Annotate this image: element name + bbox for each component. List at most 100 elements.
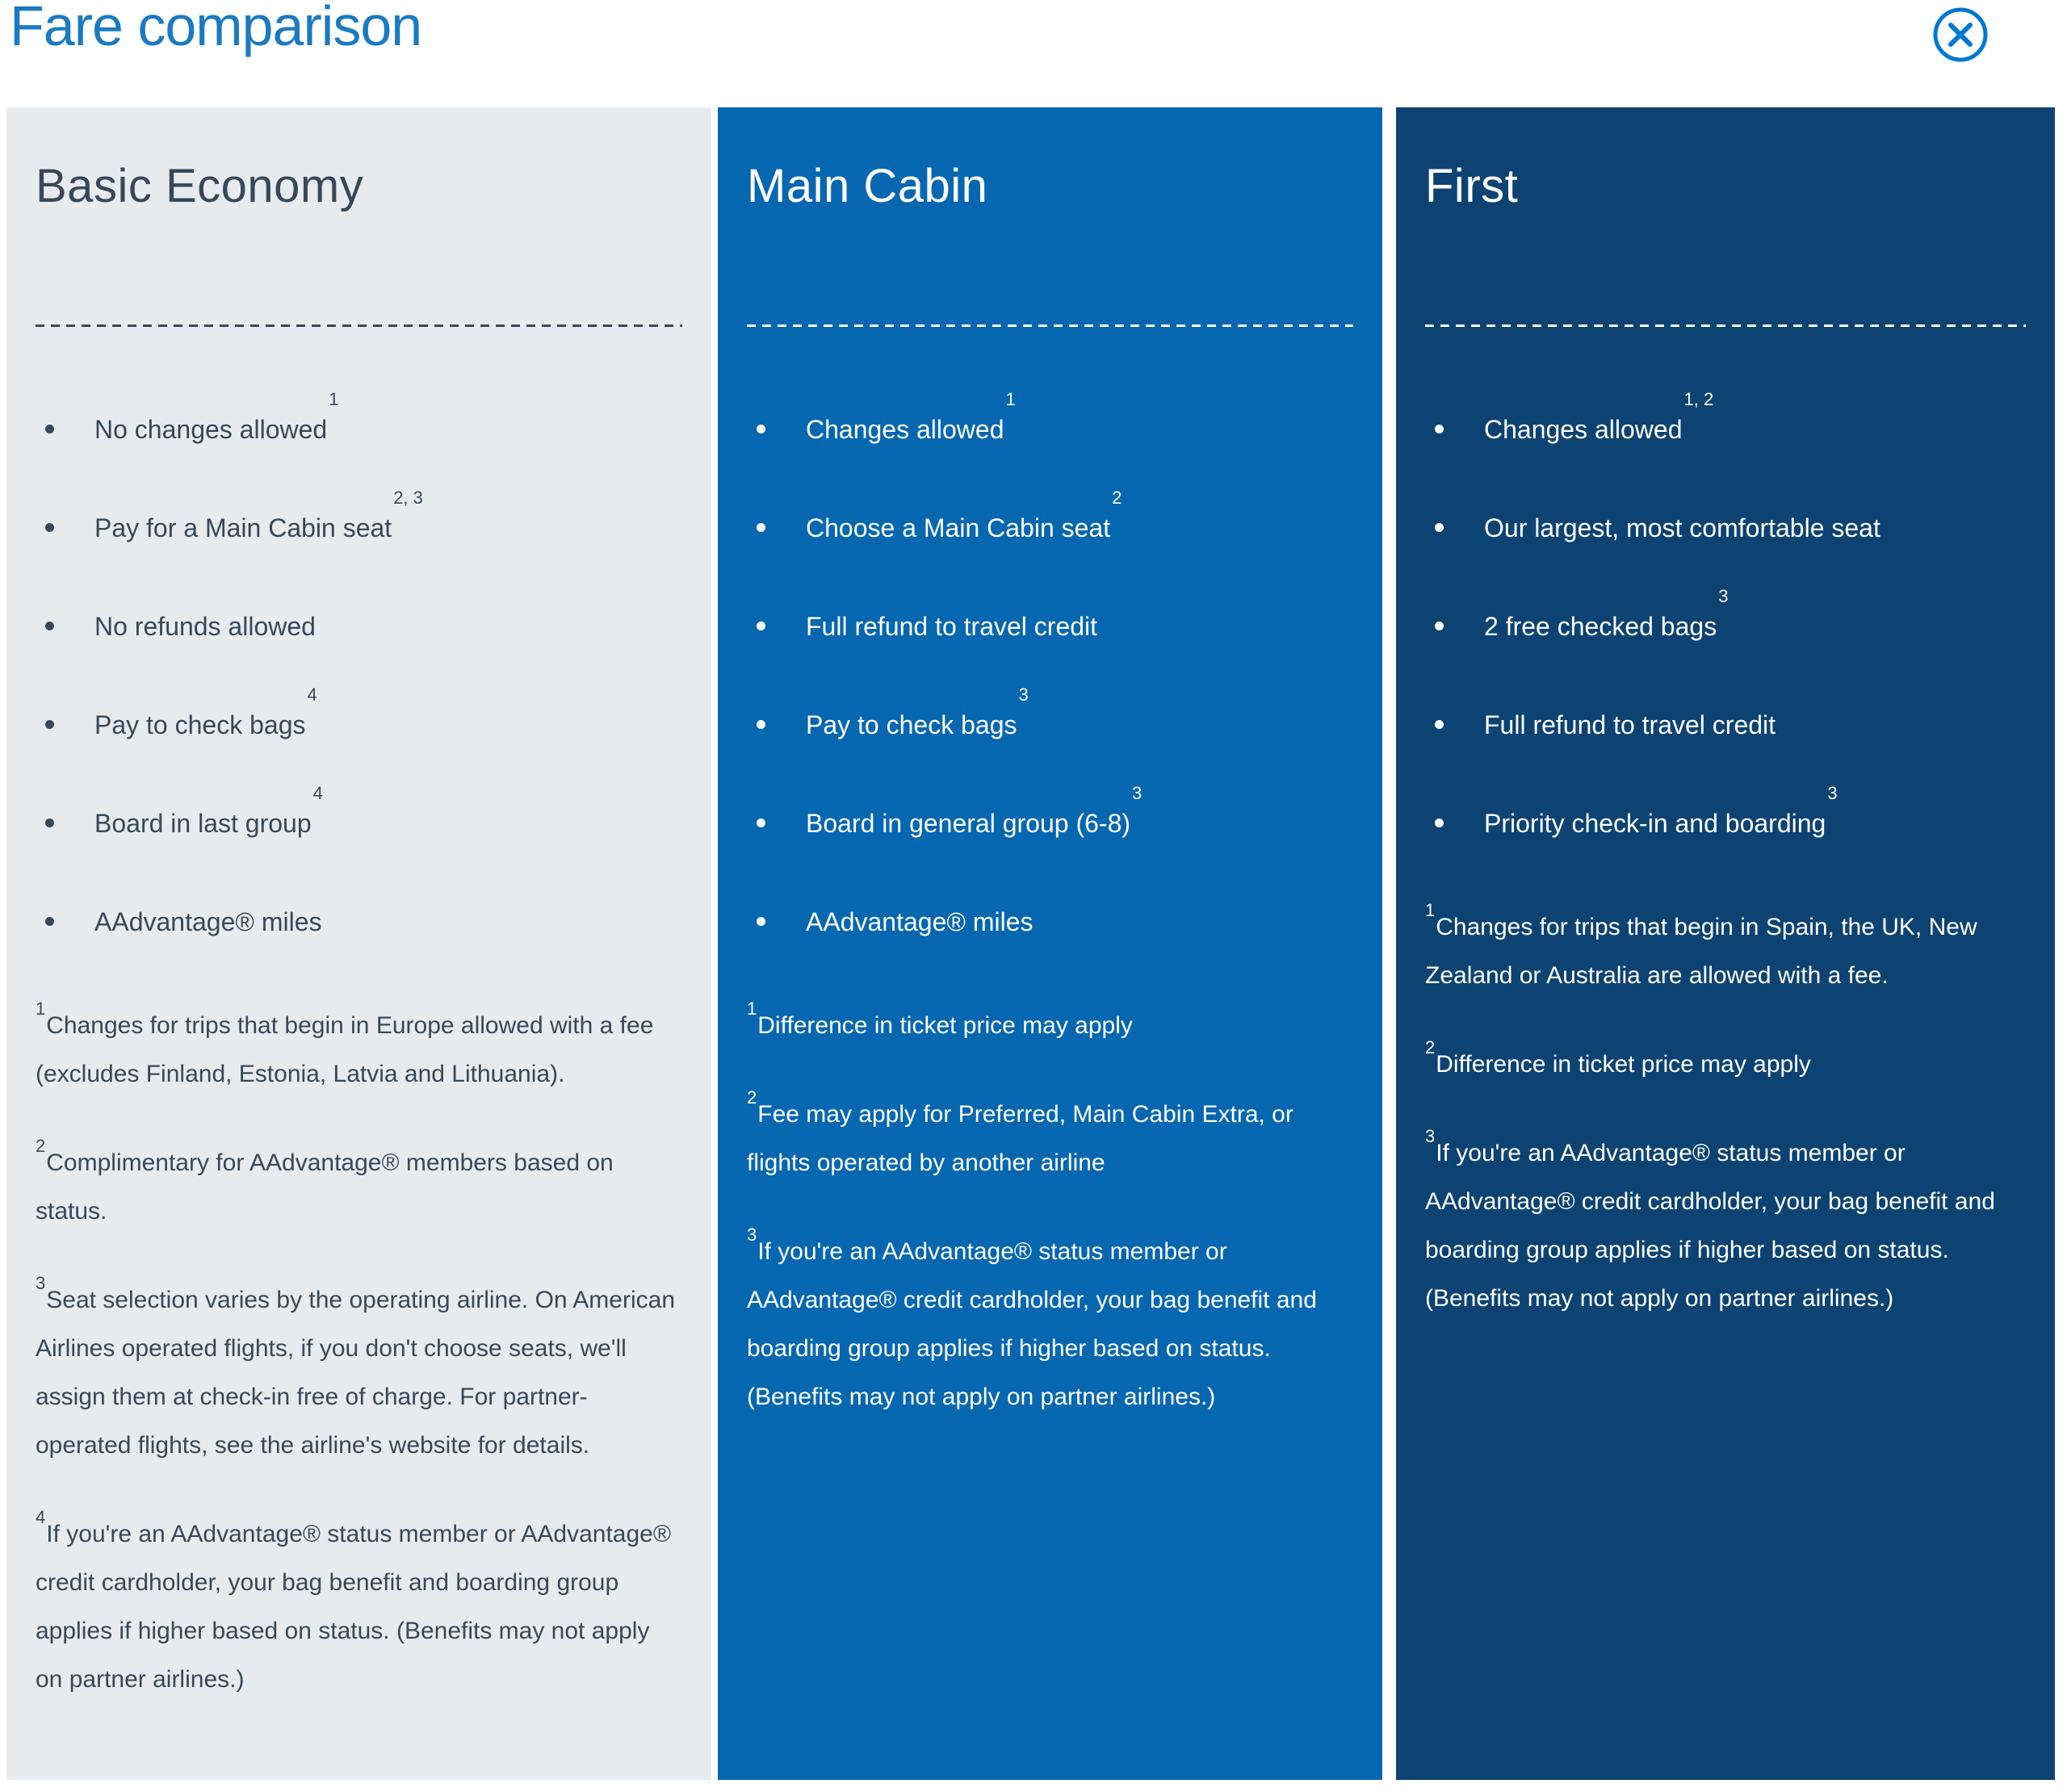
bullet-dot-icon bbox=[45, 917, 54, 926]
bullet-dot-icon bbox=[757, 819, 765, 827]
benefit-text: Pay to check bags bbox=[94, 710, 306, 739]
benefit-item: Full refund to travel credit bbox=[747, 608, 1353, 645]
bullet-dot-icon bbox=[45, 720, 54, 729]
benefit-item: Full refund to travel credit bbox=[1425, 706, 2026, 743]
bullet-dot-icon bbox=[45, 523, 54, 532]
benefit-item: No changes allowed 1 bbox=[36, 391, 682, 448]
benefit-item: Changes allowed 1 bbox=[747, 391, 1353, 448]
footnote-number: 4 bbox=[36, 1507, 46, 1527]
footnote-text: Changes for trips that begin in Spain, t… bbox=[1425, 914, 1977, 989]
footnote-list: 1Changes for trips that begin in Spain, … bbox=[1425, 900, 2026, 1323]
benefit-item: AAdvantage® miles bbox=[36, 903, 682, 940]
benefit-item: Pay to check bags 3 bbox=[747, 686, 1353, 743]
footnote-number: 1 bbox=[36, 999, 46, 1019]
benefit-item: No refunds allowed bbox=[36, 608, 682, 645]
footnote-number: 3 bbox=[747, 1225, 757, 1245]
benefit-text: Changes allowed bbox=[806, 415, 1004, 444]
footnote: 3If you're an AAdvantage® status member … bbox=[747, 1225, 1353, 1421]
fare-class-title: Basic Economy bbox=[36, 160, 364, 212]
bullet-dot-icon bbox=[45, 622, 54, 630]
footnote: 4If you're an AAdvantage® status member … bbox=[36, 1507, 682, 1704]
benefit-item: Pay to check bags 4 bbox=[36, 686, 682, 743]
footnote-number: 2 bbox=[1425, 1037, 1436, 1057]
footnote-list: 1Changes for trips that begin in Europe … bbox=[36, 999, 682, 1704]
footnote: 3Seat selection varies by the operating … bbox=[36, 1273, 682, 1470]
benefit-item: Our largest, most comfortable seat bbox=[1425, 509, 2026, 546]
benefit-item: Changes allowed 1, 2 bbox=[1425, 391, 2026, 448]
footnote-text: Difference in ticket price may apply bbox=[1436, 1051, 1811, 1078]
modal-header: Fare comparison bbox=[0, 0, 2067, 107]
bullet-dot-icon bbox=[1435, 523, 1444, 532]
footnote: 1Changes for trips that begin in Spain, … bbox=[1425, 900, 2026, 1000]
fare-columns: Basic Economy No changes allowed 1 Pay for … bbox=[6, 107, 2067, 1780]
benefit-text: Board in last group bbox=[94, 809, 312, 838]
close-icon bbox=[1933, 7, 1988, 62]
footnote-text: If you're an AAdvantage® status member o… bbox=[1425, 1140, 1995, 1312]
benefit-text: 2 free checked bags bbox=[1484, 612, 1717, 641]
fare-class-title: First bbox=[1425, 160, 1519, 212]
close-button[interactable] bbox=[1931, 5, 1990, 65]
fare-column-basic-economy: Basic Economy No changes allowed 1 Pay for … bbox=[6, 107, 711, 1780]
benefit-text: No changes allowed bbox=[94, 415, 328, 444]
benefit-item: AAdvantage® miles bbox=[747, 903, 1353, 940]
fare-column-first: First Changes allowed 1, 2 Our largest, mos… bbox=[1396, 107, 2055, 1780]
benefit-text: Board in general group (6-8) bbox=[806, 809, 1131, 838]
footnote-text: Changes for trips that begin in Europe a… bbox=[36, 1012, 654, 1087]
benefit-list: No changes allowed 1 Pay for a Main Cabin … bbox=[36, 391, 682, 940]
footnote-number: 1 bbox=[1425, 900, 1436, 920]
benefit-text: Full refund to travel credit bbox=[806, 612, 1098, 641]
bullet-dot-icon bbox=[757, 720, 765, 729]
dashed-divider bbox=[747, 324, 1353, 327]
benefit-list: Changes allowed 1 Choose a Main Cabin seat… bbox=[747, 391, 1353, 940]
benefit-text: Priority check-in and boarding bbox=[1484, 809, 1826, 838]
footnote-number: 2 bbox=[36, 1136, 46, 1156]
footnote-number: 3 bbox=[1425, 1126, 1436, 1146]
footnote-text: Seat selection varies by the operating a… bbox=[36, 1287, 676, 1459]
footnote-number: 2 bbox=[747, 1087, 757, 1107]
bullet-dot-icon bbox=[45, 819, 54, 827]
benefit-text: Pay to check bags bbox=[806, 710, 1017, 739]
bullet-dot-icon bbox=[1435, 720, 1444, 729]
benefit-text: AAdvantage® miles bbox=[94, 907, 322, 936]
footnote: 2Complimentary for AAdvantage® members b… bbox=[36, 1136, 682, 1236]
bullet-dot-icon bbox=[757, 622, 765, 630]
dashed-divider bbox=[1425, 324, 2026, 327]
bullet-dot-icon bbox=[1435, 819, 1444, 827]
bullet-dot-icon bbox=[757, 425, 765, 433]
benefit-text: No refunds allowed bbox=[94, 612, 316, 641]
footnote: 1Changes for trips that begin in Europe … bbox=[36, 999, 682, 1099]
footnote-text: If you're an AAdvantage® status member o… bbox=[36, 1521, 671, 1693]
footnote: 1Difference in ticket price may apply bbox=[747, 999, 1353, 1050]
benefit-item: Choose a Main Cabin seat 2 bbox=[747, 489, 1353, 546]
bullet-dot-icon bbox=[1435, 622, 1444, 630]
footnote-text: If you're an AAdvantage® status member o… bbox=[747, 1238, 1317, 1410]
dashed-divider bbox=[36, 324, 682, 327]
benefit-item: Pay for a Main Cabin seat 2, 3 bbox=[36, 489, 682, 546]
benefit-text: Pay for a Main Cabin seat bbox=[94, 513, 392, 542]
footnote-text: Complimentary for AAdvantage® members ba… bbox=[36, 1149, 614, 1225]
bullet-dot-icon bbox=[757, 917, 765, 926]
footnote-list: 1Difference in ticket price may apply 2Fe… bbox=[747, 999, 1353, 1421]
bullet-dot-icon bbox=[45, 425, 54, 433]
page-title: Fare comparison bbox=[10, 0, 422, 57]
benefit-text: Our largest, most comfortable seat bbox=[1484, 513, 1880, 542]
fare-class-title: Main Cabin bbox=[747, 160, 988, 212]
footnote: 2Fee may apply for Preferred, Main Cabin… bbox=[747, 1089, 1353, 1187]
benefit-text: Full refund to travel credit bbox=[1484, 710, 1776, 739]
bullet-dot-icon bbox=[757, 523, 765, 532]
fare-column-main-cabin: Main Cabin Changes allowed 1 Choose a Main … bbox=[718, 107, 1382, 1780]
benefit-item: Priority check-in and boarding 3 bbox=[1425, 785, 2026, 842]
benefit-item: Board in last group 4 bbox=[36, 785, 682, 842]
footnote-number: 1 bbox=[747, 999, 757, 1019]
benefit-list: Changes allowed 1, 2 Our largest, most com… bbox=[1425, 391, 2026, 842]
bullet-dot-icon bbox=[1435, 425, 1444, 433]
benefit-text: Changes allowed bbox=[1484, 415, 1683, 444]
benefit-text: AAdvantage® miles bbox=[806, 907, 1034, 936]
benefit-item: Board in general group (6-8) 3 bbox=[747, 785, 1353, 842]
benefit-item: 2 free checked bags 3 bbox=[1425, 588, 2026, 645]
footnote-number: 3 bbox=[36, 1273, 46, 1293]
footnote: 3If you're an AAdvantage® status member … bbox=[1425, 1126, 2026, 1323]
benefit-text: Choose a Main Cabin seat bbox=[806, 513, 1111, 542]
footnote-text: Difference in ticket price may apply bbox=[757, 1012, 1133, 1039]
